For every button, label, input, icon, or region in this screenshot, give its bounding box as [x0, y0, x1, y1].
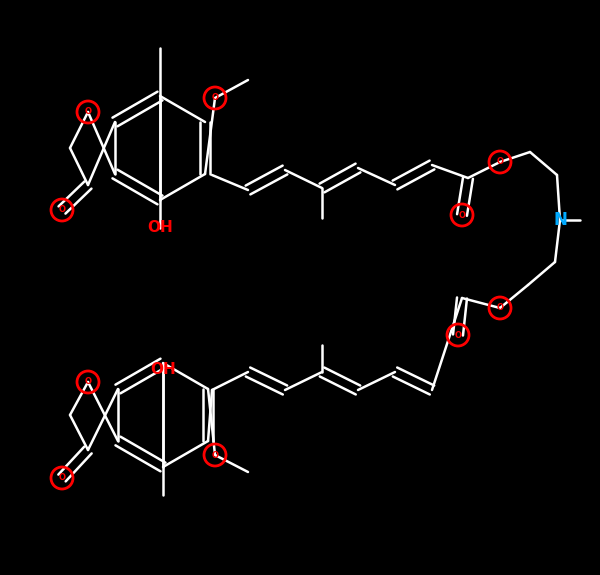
Text: OH: OH [150, 362, 176, 378]
Text: O: O [497, 304, 503, 312]
Text: O: O [85, 108, 91, 117]
Text: OH: OH [147, 220, 173, 236]
Text: O: O [59, 205, 65, 214]
Text: O: O [497, 158, 503, 167]
Text: O: O [455, 331, 461, 339]
Text: O: O [59, 473, 65, 482]
Text: O: O [212, 94, 218, 102]
Text: N: N [553, 211, 567, 229]
Text: O: O [85, 378, 91, 386]
Text: O: O [458, 210, 466, 220]
Text: O: O [212, 450, 218, 459]
